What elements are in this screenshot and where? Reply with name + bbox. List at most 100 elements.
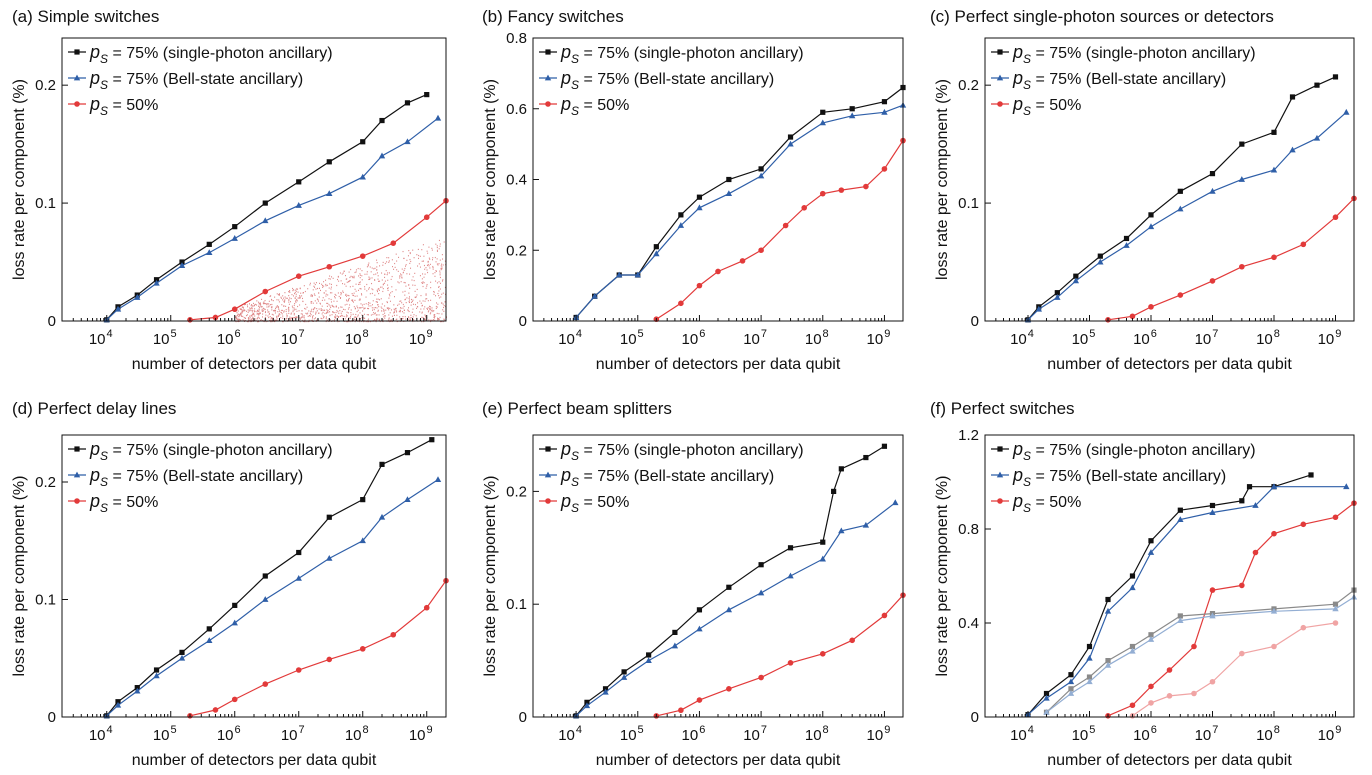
data-point [848,112,856,119]
data-point [179,259,185,265]
legend-label-bell: pS = 75% (Bell-state ancillary) [89,68,303,92]
y-tick-label: 0.8 [958,521,979,538]
data-point [1177,617,1184,624]
data-point [1239,141,1245,147]
data-point [206,249,213,256]
data-point [262,200,268,206]
data-point [212,314,219,321]
data-point [231,696,238,703]
data-point [1043,708,1050,715]
data-point [134,687,141,694]
legend-marker [74,49,80,55]
legend-label-bell: pS = 75% (Bell-state ancillary) [560,465,774,489]
legend-label-single: pS = 75% (single-photon ancillary) [1012,42,1256,66]
data-point [1252,549,1259,556]
data-point [1148,632,1154,638]
panel-title: (e) Perfect beam splitters [482,399,672,418]
series-single [104,92,430,323]
data-point [881,443,888,449]
x-tick-label: 105 [1072,724,1096,744]
chart-panel-a: (a) Simple switches 0 0.1 0.2 104 105 106 107 10… [11,7,449,373]
x-tick-label: 107 [281,328,305,348]
legend-label-p50: pS = 50% [1012,491,1081,515]
legend-label-bell: pS = 75% (Bell-state ancillary) [89,465,303,489]
data-point [295,202,302,208]
data-point [696,204,703,211]
data-point [1239,650,1245,657]
data-point [153,279,160,286]
data-point [1177,613,1183,619]
data-point [1129,647,1136,654]
series-line [1027,111,1347,321]
x-tick-label: 109 [409,328,433,348]
data-point [1332,601,1339,607]
series-line [1027,486,1347,716]
data-point [326,656,333,663]
data-point [819,190,826,197]
data-point [1105,596,1111,603]
data-point [206,241,212,247]
series-line [106,479,439,717]
data-point [1104,607,1112,614]
data-point [231,235,238,241]
data-point [862,521,870,528]
data-point [404,496,411,503]
y-axis-label: loss rate per component (%) [934,79,951,280]
x-tick-label: 109 [867,724,891,744]
data-point [359,646,366,652]
data-point [620,674,628,680]
data-point [1300,624,1307,631]
data-point [1209,678,1216,685]
data-point [1313,134,1321,141]
data-point [757,172,765,179]
data-point [1073,273,1079,279]
data-point [1270,483,1278,490]
data-point [231,306,238,313]
data-point [1054,294,1061,300]
legend-label-bell: pS = 75% (Bell-state ancillary) [560,68,774,92]
data-point [262,217,269,224]
data-point [757,589,765,596]
series-line [656,594,904,717]
legend-label-bell: pS = 75% (Bell-state ancillary) [1012,68,1226,92]
data-point [1104,661,1112,668]
y-tick-label: 0.1 [35,195,56,212]
series-line [655,140,904,320]
data-point [1105,658,1111,664]
chart-panel-f: (f) Perfect switches 0 0.4 0.8 1.2 104 105 106 1… [930,399,1358,769]
data-point [1271,643,1277,650]
data-point [819,119,826,126]
data-point [838,187,845,193]
x-tick-label: 108 [805,328,829,348]
series-p50-light [1129,620,1339,719]
data-point [390,631,397,638]
data-point [359,253,366,259]
legend-marker [545,446,551,452]
legend-label-single: pS = 75% (single-photon ancillary) [89,439,333,463]
data-point [1332,620,1339,626]
x-tick-label: 108 [1256,724,1280,744]
x-tick-label: 106 [1133,724,1157,744]
legend-marker [544,471,552,478]
series-p50 [653,592,906,719]
data-point [232,224,238,230]
data-point [677,222,685,228]
data-point [378,152,386,159]
chart-panel-b: (b) Fancy switches 0 0.2 0.4 0.6 0.8 104 105 106… [482,7,907,373]
data-point [379,117,385,124]
series-p50 [187,577,449,719]
series-line [575,104,904,318]
data-point [1086,654,1093,661]
data-point [262,596,269,602]
y-tick-label: 0.2 [35,474,56,491]
legend-marker [996,74,1004,81]
x-tick-label: 108 [805,724,829,744]
data-point [1209,171,1216,177]
data-point [1177,205,1184,212]
data-point [820,539,826,545]
series-line [106,117,439,321]
data-point [1252,502,1259,508]
legend-label-p50: pS = 50% [1012,94,1081,118]
series-line [1027,76,1336,321]
data-point [295,574,302,581]
